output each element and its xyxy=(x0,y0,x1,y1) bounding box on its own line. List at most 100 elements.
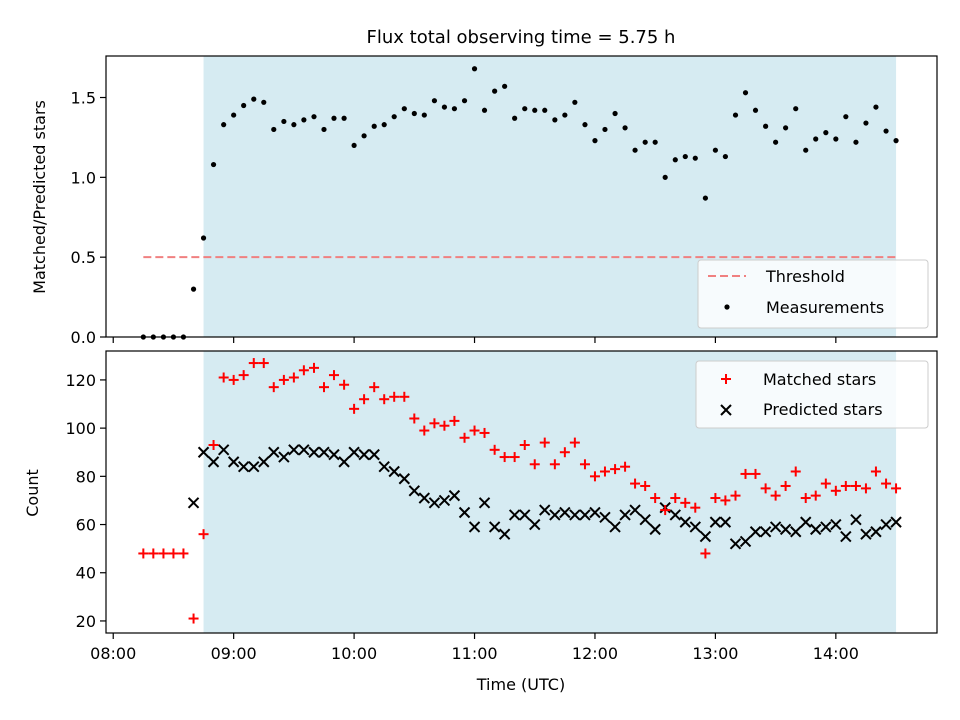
predicted-star-point xyxy=(378,460,390,473)
measurement-point xyxy=(361,133,367,139)
predicted-star-point xyxy=(288,444,300,456)
measurement-point xyxy=(622,125,628,131)
predicted-star-point xyxy=(739,535,752,548)
matched-star-point xyxy=(489,444,500,455)
predicted-star-point xyxy=(529,518,541,531)
predicted-star-point xyxy=(880,518,892,531)
measurement-point xyxy=(401,106,407,112)
top-y-tick-label: 0.0 xyxy=(71,328,96,347)
measurement-point xyxy=(642,139,648,145)
predicted-star-point xyxy=(488,521,501,533)
measurement-point xyxy=(381,122,387,128)
measurement-point xyxy=(783,125,789,131)
matched-star-point xyxy=(148,548,159,559)
bottom-marks xyxy=(138,358,902,624)
predicted-star-point xyxy=(268,446,280,458)
matched-star-point xyxy=(830,485,841,496)
matched-star-point xyxy=(138,548,149,559)
predicted-star-point xyxy=(338,456,350,468)
predicted-star-point xyxy=(418,492,431,504)
bottom-panel: 20 40 60 80 100 120 08:00 09:00 10:00 11:00 12:00… xyxy=(23,350,938,694)
predicted-star-point xyxy=(790,526,802,538)
measurement-point xyxy=(823,130,829,136)
matched-star-point xyxy=(750,468,761,479)
predicted-star-point xyxy=(468,521,481,533)
top-y-axis-label: Matched/Predicted stars xyxy=(30,100,49,294)
matched-star-point xyxy=(690,502,701,513)
matched-star-point xyxy=(810,490,821,501)
bottom-x-ticks: 08:00 09:00 10:00 11:00 12:00 13:00 14:00 xyxy=(90,633,859,663)
matched-star-point xyxy=(710,493,721,504)
predicted-star-point xyxy=(398,473,411,485)
measurement-point xyxy=(522,106,528,112)
predicted-star-point xyxy=(830,518,842,531)
predicted-star-point xyxy=(318,446,330,458)
predicted-star-point xyxy=(508,509,521,521)
matched-star-point xyxy=(860,483,871,494)
matched-star-point xyxy=(589,471,600,482)
x-tick-label: 11:00 xyxy=(451,644,497,663)
matched-star-point xyxy=(700,548,711,559)
measurement-point xyxy=(441,104,448,110)
matched-star-point xyxy=(599,466,610,477)
matched-star-point xyxy=(218,372,229,383)
predicted-star-point xyxy=(579,509,591,521)
predicted-star-point xyxy=(870,526,882,538)
measurement-point xyxy=(813,136,819,142)
legend-predicted-label: Predicted stars xyxy=(763,400,883,419)
predicted-star-point xyxy=(699,530,712,543)
predicted-star-point xyxy=(639,514,651,526)
matched-star-point xyxy=(549,459,560,470)
matched-star-point xyxy=(369,382,380,393)
matched-star-point xyxy=(640,480,651,491)
measurement-point xyxy=(461,98,468,104)
bottom-axes-frame xyxy=(105,350,938,634)
bottom-y-tick-label: 40 xyxy=(76,564,96,583)
measurement-point xyxy=(190,286,197,292)
bottom-y-ticks: 20 40 60 80 100 120 xyxy=(65,371,106,631)
measurement-point xyxy=(572,99,578,105)
measurement-point xyxy=(371,123,377,129)
measurement-point xyxy=(873,104,879,110)
predicted-star-point xyxy=(840,530,852,543)
matched-star-point xyxy=(840,480,851,491)
matched-star-point xyxy=(238,370,249,381)
predicted-star-point xyxy=(890,516,902,528)
measurement-point xyxy=(702,195,709,201)
x-tick-label: 14:00 xyxy=(813,644,859,663)
matched-star-point xyxy=(509,452,520,463)
predicted-star-point xyxy=(519,509,531,521)
measurement-point xyxy=(431,98,438,104)
predicted-star-point xyxy=(217,444,230,456)
top-marks xyxy=(140,66,899,340)
matched-star-point xyxy=(870,466,881,477)
bottom-y-tick-label: 20 xyxy=(76,612,96,631)
measurement-point xyxy=(562,112,568,118)
matched-star-point xyxy=(469,425,480,436)
measurement-point xyxy=(552,117,558,123)
matched-star-point xyxy=(228,374,239,385)
matched-star-point xyxy=(288,372,299,383)
measurement-point xyxy=(582,122,588,128)
matched-star-point xyxy=(850,480,861,491)
matched-star-point xyxy=(399,391,410,402)
measurement-point xyxy=(692,155,698,161)
legend-measurements-label: Measurements xyxy=(766,298,884,317)
measurement-point xyxy=(221,122,227,128)
predicted-star-point xyxy=(759,526,772,538)
matched-star-point xyxy=(449,415,460,426)
matched-star-point xyxy=(419,425,430,436)
measurement-point xyxy=(752,107,759,113)
top-x-ticks xyxy=(112,337,837,343)
predicted-star-point xyxy=(258,456,270,468)
measurement-point xyxy=(291,122,297,128)
matched-star-point xyxy=(298,365,309,376)
x-axis-label: Time (UTC) xyxy=(476,675,565,694)
predicted-star-point xyxy=(248,460,260,473)
matched-star-point xyxy=(308,362,319,373)
bottom-legend: Matched stars Predicted stars xyxy=(695,360,929,429)
measurement-point xyxy=(231,112,237,118)
legend-matched-swatch xyxy=(721,374,731,384)
bottom-y-tick-label: 60 xyxy=(76,516,96,535)
